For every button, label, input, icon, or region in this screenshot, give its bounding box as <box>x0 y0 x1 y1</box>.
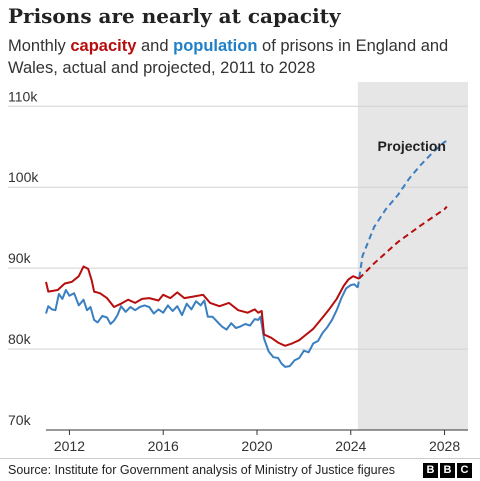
projection-shade <box>357 82 468 430</box>
x-tick-label: 2020 <box>241 438 272 454</box>
bbc-logo-letter: B <box>440 463 455 478</box>
source-note: Source: Institute for Government analysi… <box>8 463 395 477</box>
x-tick-label: 2028 <box>429 438 460 454</box>
x-tick-label: 2016 <box>148 438 179 454</box>
bbc-logo-letter: C <box>457 463 472 478</box>
page-title: Prisons are nearly at capacity <box>8 4 341 28</box>
subtitle-capacity-label: capacity <box>70 37 137 55</box>
capacity-line-projected <box>358 205 448 280</box>
x-tick-label: 2024 <box>335 438 366 454</box>
bbc-logo: B B C <box>423 463 472 478</box>
y-tick-label: 110k <box>8 88 38 104</box>
y-tick-label: 80k <box>8 331 32 347</box>
subtitle: Monthly capacity and population of priso… <box>8 35 470 79</box>
subtitle-part: and <box>136 37 174 55</box>
y-tick-label: 70k <box>8 412 32 428</box>
y-tick-label: 90k <box>8 250 32 266</box>
capacity-line-actual <box>45 265 360 347</box>
bbc-logo-letter: B <box>423 463 438 478</box>
subtitle-part: of prisons in England and Wales, actual … <box>8 37 449 77</box>
subtitle-part: Monthly <box>8 37 71 55</box>
population-line-actual <box>45 283 359 368</box>
projection-label: Projection <box>378 138 446 154</box>
population-line-projected <box>356 139 450 288</box>
y-tick-label: 100k <box>8 169 39 185</box>
footer: Source: Institute for Government analysi… <box>0 458 480 481</box>
subtitle-population-label: population <box>173 37 258 55</box>
x-tick-label: 2012 <box>54 438 85 454</box>
line-chart: 70k 80k 90k 100k 110k 2012 2016 2020 2024 2028 Pro… <box>8 82 468 454</box>
